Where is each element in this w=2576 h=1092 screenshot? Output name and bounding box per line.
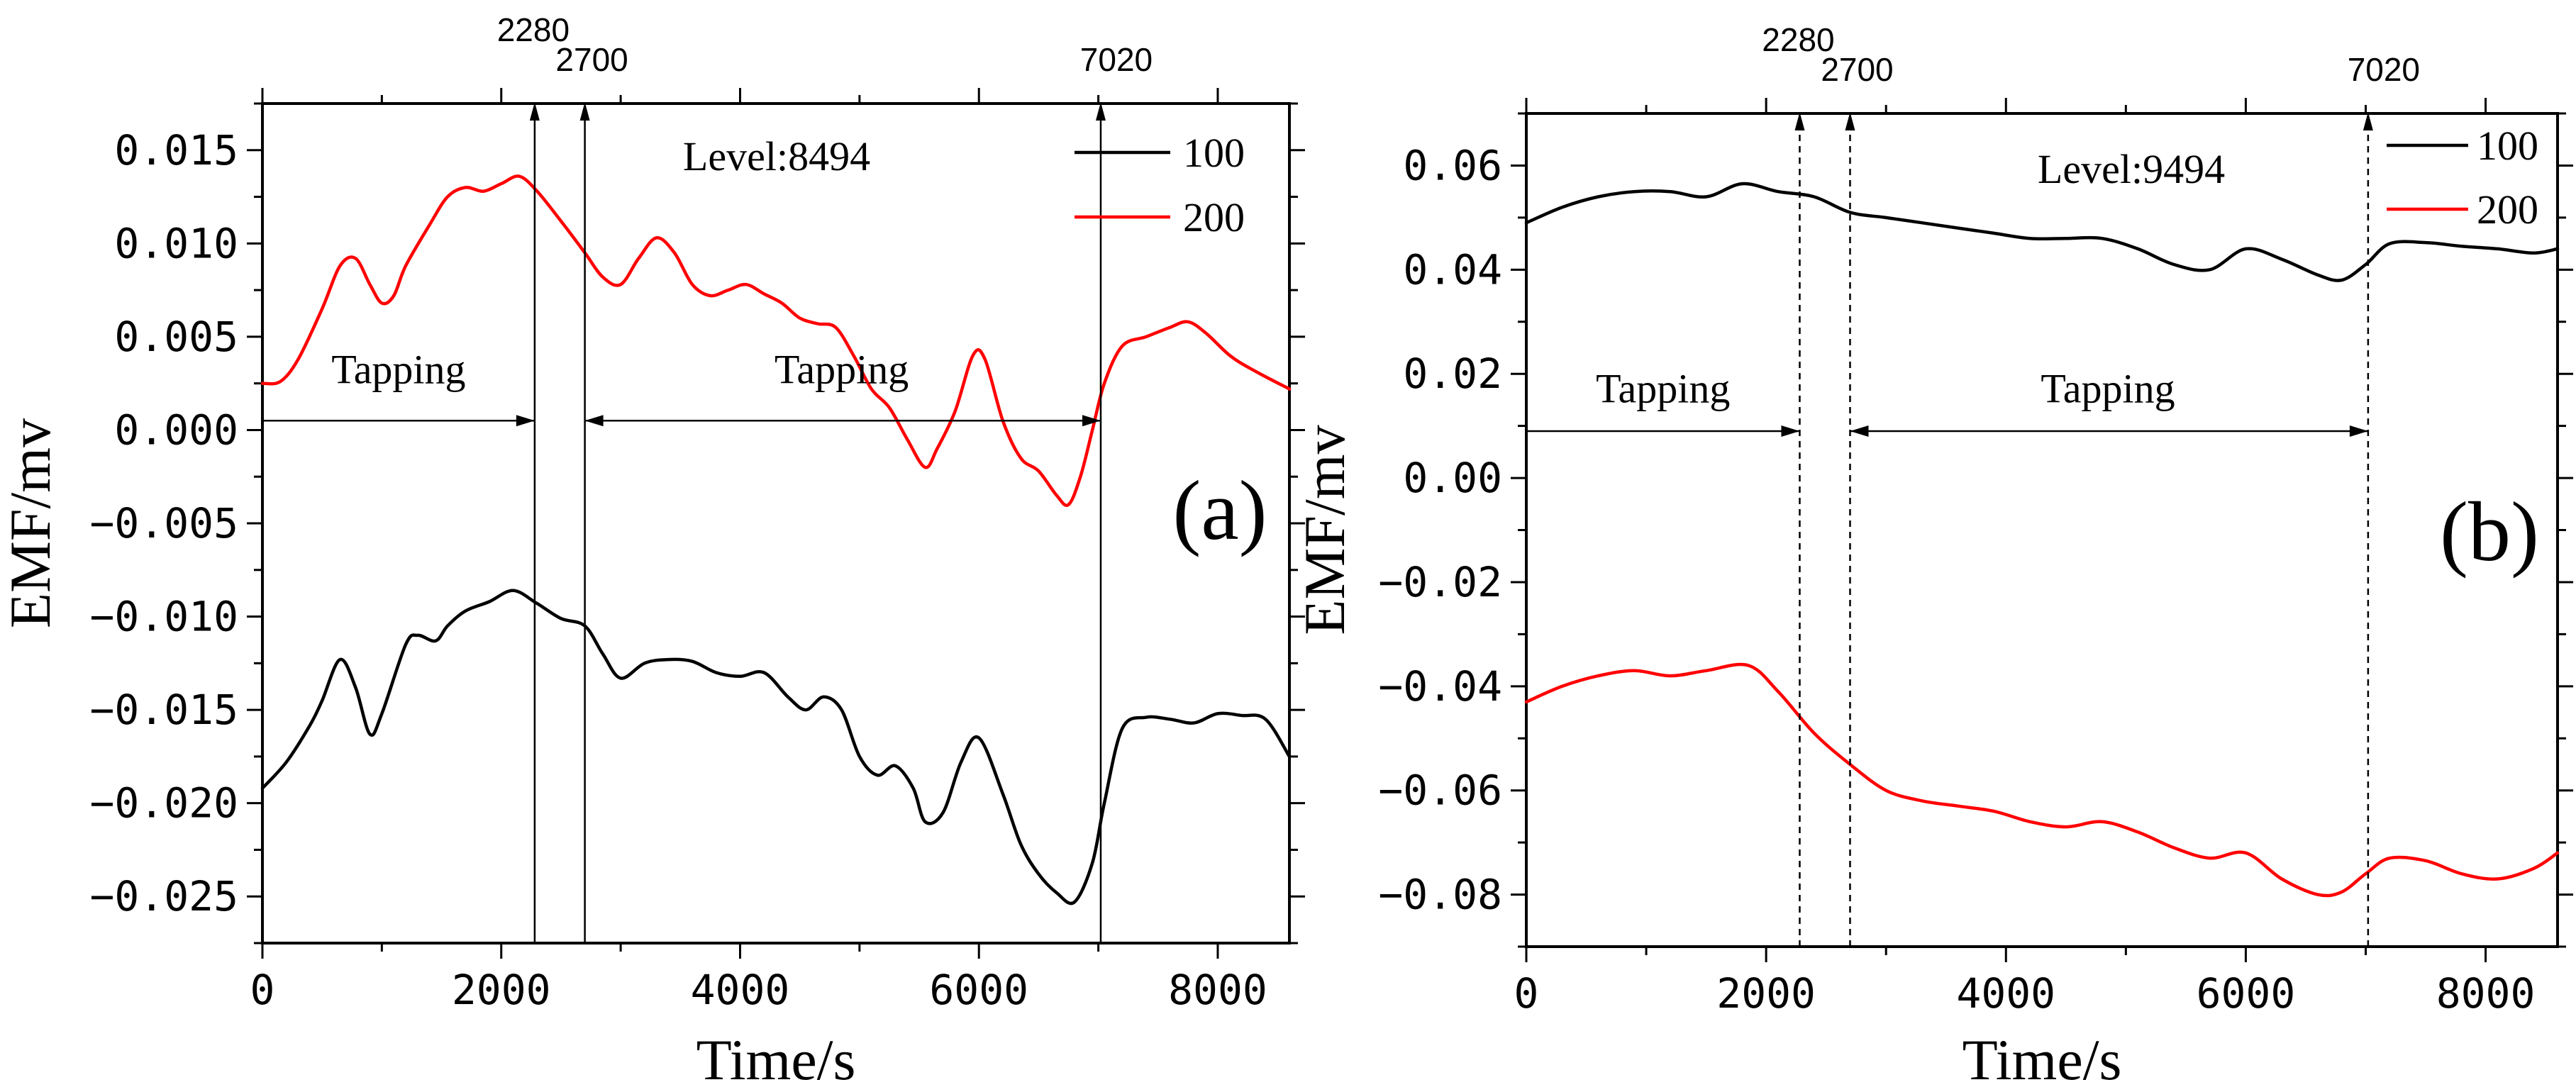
marker-label: 2280 [497,11,570,48]
y-tick-label: −0.02 [1378,558,1502,606]
marker-arrowhead [1845,112,1855,130]
legend-label: 100 [2477,123,2538,169]
panel-b: 0 2000 4000 6000 8000 0.06 0.04 0.02 0.00 −0.02 −0… [1292,21,2573,1092]
marker-arrowhead [579,102,590,121]
marker-arrowhead [529,102,540,121]
x-tick-label: 0 [1514,969,1539,1018]
tapping-label: Tapping [775,347,909,393]
legend-label: 200 [2477,186,2538,233]
x-axis-title: Time/s [1962,1027,2122,1092]
y-tick-label: 0.005 [114,313,238,361]
x-tick-label: 4000 [691,966,790,1014]
tapping-label: Tapping [1596,366,1730,412]
x-tick-label: 4000 [1956,969,2055,1018]
y-tick-label: −0.04 [1378,662,1502,711]
tapping-arrowhead-right [1781,425,1800,437]
marker-label: 2700 [1821,51,1893,88]
y-tick-label: 0.015 [114,126,238,174]
x-tick-label: 8000 [1168,966,1267,1014]
series-line-200 [260,174,1292,507]
x-tick-label: 2000 [1716,969,1816,1018]
x-tick-label: 2000 [452,966,551,1014]
tapping-label: Tapping [2041,366,2175,412]
marker-arrowhead [2363,112,2373,130]
marker-label: 2700 [555,41,628,78]
marker-label: 2280 [1762,21,1834,58]
series-line-100 [260,589,1292,906]
tapping-arrowhead-right [2349,425,2368,437]
y-tick-label: −0.005 [89,499,238,547]
series-line-200 [1524,662,2560,898]
y-tick-label: 0.000 [114,406,238,454]
tapping-arrowhead-left [1850,425,1869,437]
y-tick-label: −0.010 [89,593,238,641]
tapping-arrowhead-right [1082,415,1101,427]
x-tick-label: 6000 [929,966,1028,1014]
panel-a: 0 2000 4000 6000 8000 0.015 0.010 0.005 0.000 −0.… [0,11,1305,1092]
y-tick-label: 0.010 [114,219,238,267]
legend-label: 200 [1183,194,1245,240]
marker-arrowhead [1095,102,1106,121]
x-axis-title: Time/s [696,1027,856,1092]
panel-label: (b) [2440,484,2539,579]
y-tick-label: −0.08 [1378,871,1502,919]
series-line-100 [1524,182,2560,282]
marker-label: 7020 [1080,41,1153,78]
y-tick-label: −0.020 [89,779,238,828]
y-tick-label: −0.025 [89,872,238,920]
tapping-arrowhead-right [516,415,535,427]
y-tick-label: −0.015 [89,686,238,734]
x-tick-label: 8000 [2436,969,2536,1018]
level-annotation: Level:9494 [2038,146,2225,192]
panel-label: (a) [1172,463,1267,557]
level-annotation: Level:8494 [683,133,870,179]
y-tick-label: −0.06 [1378,767,1502,815]
y-axis-title: EMF/mv [0,418,62,628]
y-tick-label: 0.00 [1403,454,1502,502]
tapping-label: Tapping [331,347,465,393]
y-tick-label: 0.04 [1403,245,1502,294]
y-tick-label: 0.02 [1403,350,1502,398]
marker-label: 7020 [2348,51,2420,88]
x-tick-label: 0 [250,966,275,1014]
y-axis-title: EMF/mv [1292,425,1357,635]
y-tick-label: 0.06 [1403,141,1502,189]
marker-arrowhead [1794,112,1805,130]
legend-label: 100 [1183,130,1245,176]
tapping-arrowhead-left [584,415,604,427]
x-tick-label: 6000 [2197,969,2296,1018]
